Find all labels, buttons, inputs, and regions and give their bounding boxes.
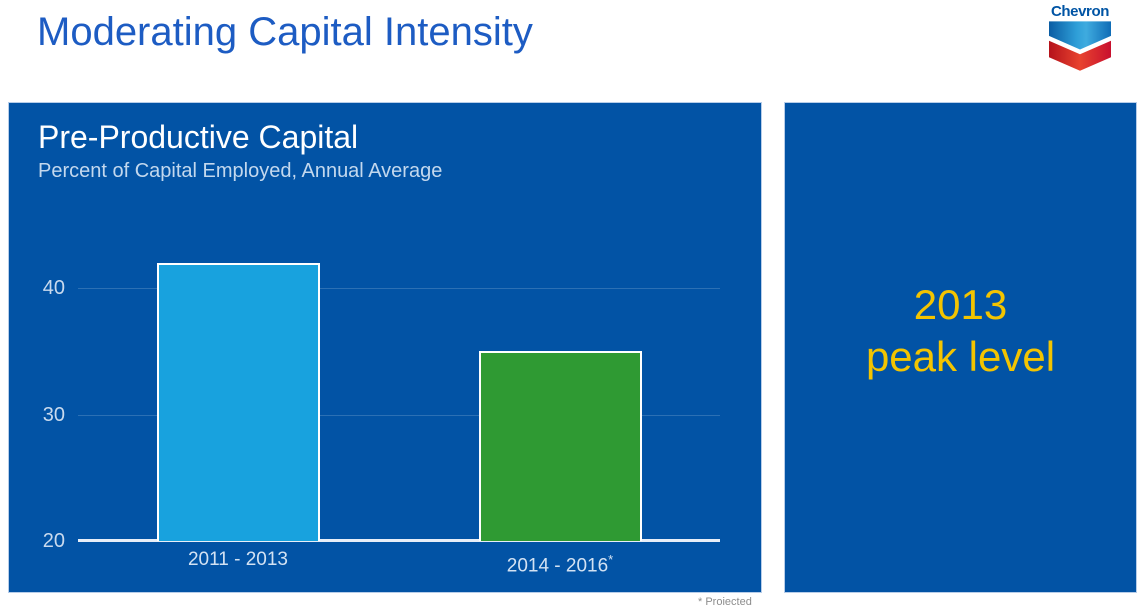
chart-title: Pre-Productive Capital (38, 119, 359, 155)
footnote: * Projected (698, 596, 752, 605)
x-axis-line (78, 539, 720, 542)
chart-panel: Pre-Productive Capital Percent of Capita… (8, 102, 762, 593)
chevron-wordmark: Chevron (1050, 3, 1110, 20)
callout-text: 2013 peak level (785, 279, 1136, 383)
callout-year: 2013 (913, 281, 1008, 328)
chevron-hallmark-icon (1049, 21, 1111, 71)
y-axis-tick-40: 40 (42, 277, 65, 299)
bar-2014-2016 (478, 351, 642, 541)
chart-header: Pre-Productive Capital Percent of Capita… (38, 119, 442, 183)
gridline-40 (78, 288, 720, 289)
slide-title: Moderating Capital Intensity (37, 10, 533, 54)
bar-2011-2013 (156, 263, 320, 541)
y-axis-tick-20: 20 (42, 530, 65, 552)
callout-label: peak level (865, 333, 1056, 380)
callout-panel: 2013 peak level (784, 102, 1137, 593)
chart-subtitle: Percent of Capital Employed, Annual Aver… (38, 160, 443, 182)
x-axis-category-label: 2011 - 2013 (187, 549, 288, 570)
gridline-30 (78, 414, 720, 416)
x-axis-category-label: 2014 - 2016* (506, 552, 614, 577)
y-axis-tick-30: 30 (42, 403, 65, 426)
chevron-logo: Chevron (1048, 4, 1112, 74)
